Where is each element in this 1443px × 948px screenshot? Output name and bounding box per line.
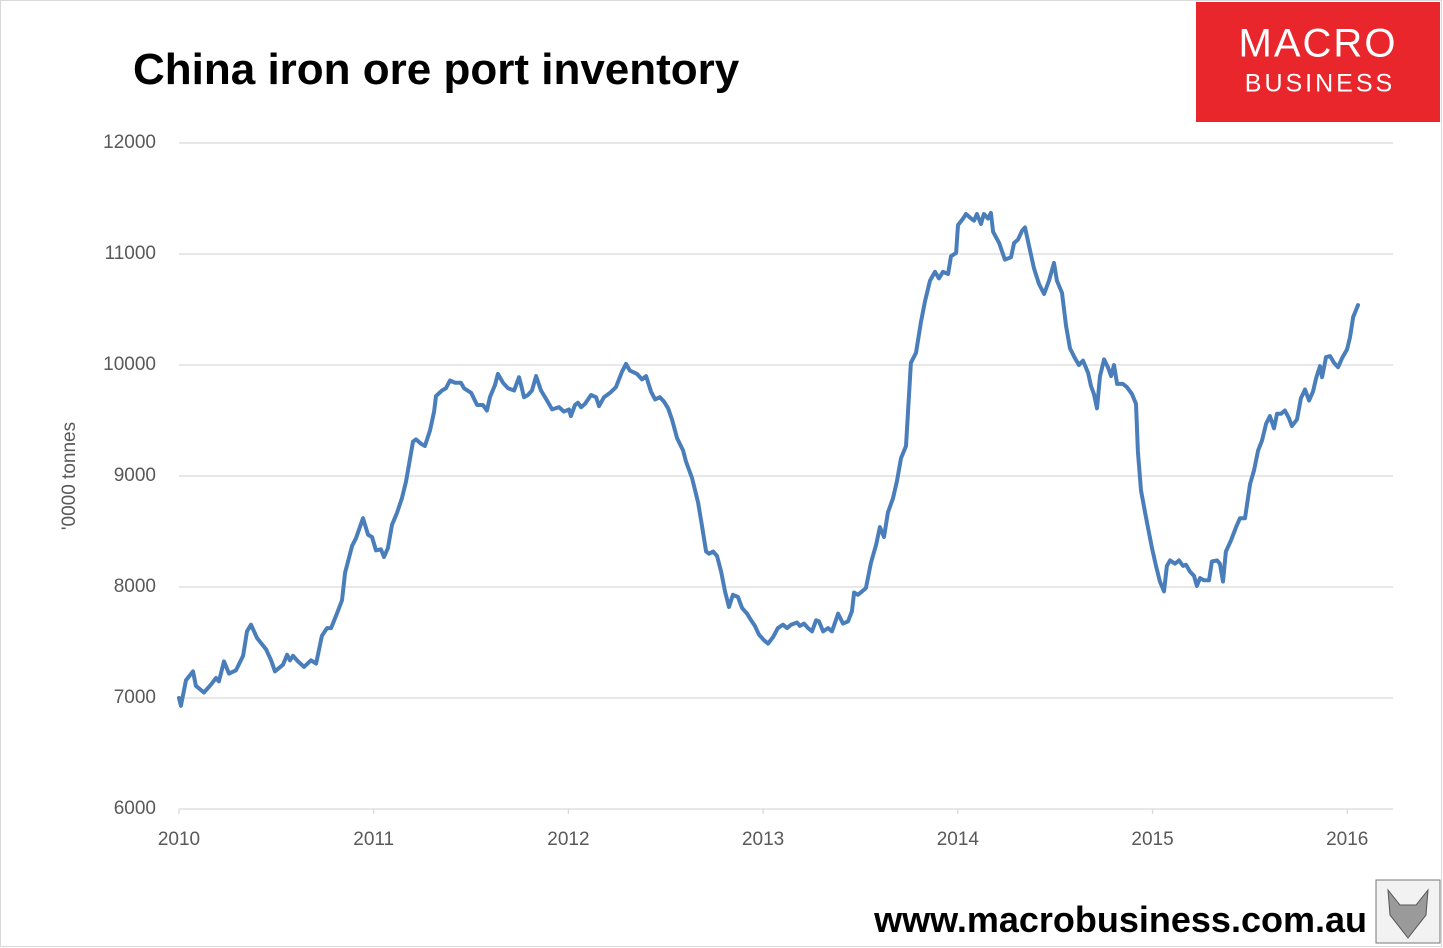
y-tick-label: 9000 — [114, 465, 156, 486]
logo-box — [1196, 2, 1440, 122]
logo-text: MACRO — [1239, 22, 1398, 66]
data-line — [177, 210, 1360, 708]
x-tick-label: 2013 — [742, 829, 784, 850]
x-tick-label: 2012 — [547, 829, 589, 850]
chart-title: China iron ore port inventory — [133, 45, 740, 94]
x-tick-label: 2016 — [1326, 829, 1368, 850]
x-tick-label: 2014 — [937, 829, 980, 850]
y-tick-label: 10000 — [103, 354, 156, 375]
x-tick-label: 2010 — [158, 829, 200, 850]
y-tick-label: 11000 — [105, 243, 156, 264]
fox-icon — [1375, 879, 1441, 944]
footer: www.macrobusiness.com.au — [873, 899, 1367, 940]
y-axis-label: '0000 tonnes — [59, 422, 80, 530]
logo-text: BUSINESS — [1245, 70, 1395, 98]
y-tick-label: 12000 — [103, 132, 156, 153]
y-tick-label: 7000 — [114, 687, 156, 708]
y-tick-label: 8000 — [114, 576, 156, 597]
x-tick-label: 2015 — [1131, 829, 1173, 850]
y-tick-label: 6000 — [114, 798, 156, 819]
x-tick-label: 2011 — [353, 829, 394, 850]
fox-face — [1387, 888, 1429, 939]
